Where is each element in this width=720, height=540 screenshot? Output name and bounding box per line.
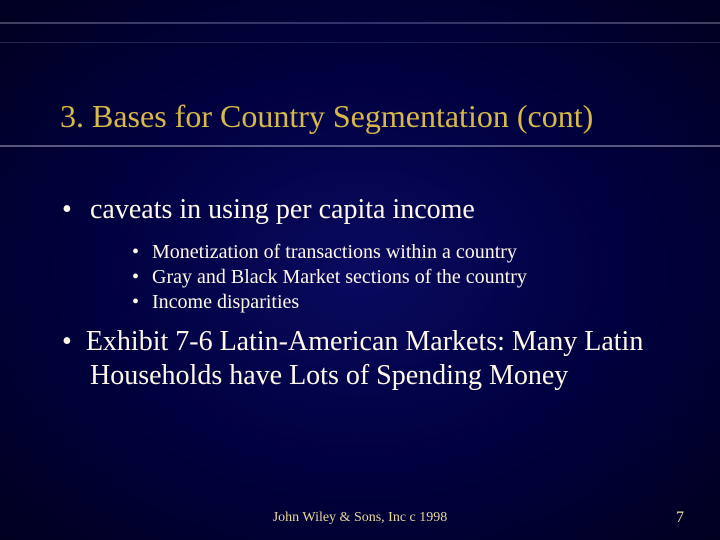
- bullet-level2: •Gray and Black Market sections of the c…: [132, 265, 670, 290]
- decorative-rule-upper: [0, 22, 720, 24]
- footer-text: John Wiley & Sons, Inc c 1998: [0, 510, 720, 526]
- bullet-text: Gray and Black Market sections of the co…: [152, 266, 527, 288]
- bullet-level1: • Exhibit 7-6 Latin-American Markets: Ma…: [62, 325, 670, 393]
- decorative-rule-lower: [0, 42, 720, 43]
- sub-bullets: •Monetization of transactions within a c…: [132, 240, 670, 315]
- bullet-level2: •Income disparities: [132, 290, 670, 315]
- slide-content: •caveats in using per capita income •Mon…: [62, 188, 670, 393]
- bullet-text: Exhibit 7-6 Latin-American Markets: Many…: [86, 326, 644, 391]
- title-underline: [0, 145, 720, 147]
- page-number: 7: [676, 509, 684, 527]
- bullet-level2: •Monetization of transactions within a c…: [132, 240, 670, 265]
- bullet-level1: •caveats in using per capita income: [62, 194, 670, 226]
- bullet-text: Income disparities: [152, 291, 299, 313]
- slide-title: 3. Bases for Country Segmentation (cont): [60, 98, 593, 135]
- bullet-text: caveats in using per capita income: [90, 194, 475, 225]
- bullet-text: Monetization of transactions within a co…: [152, 241, 517, 263]
